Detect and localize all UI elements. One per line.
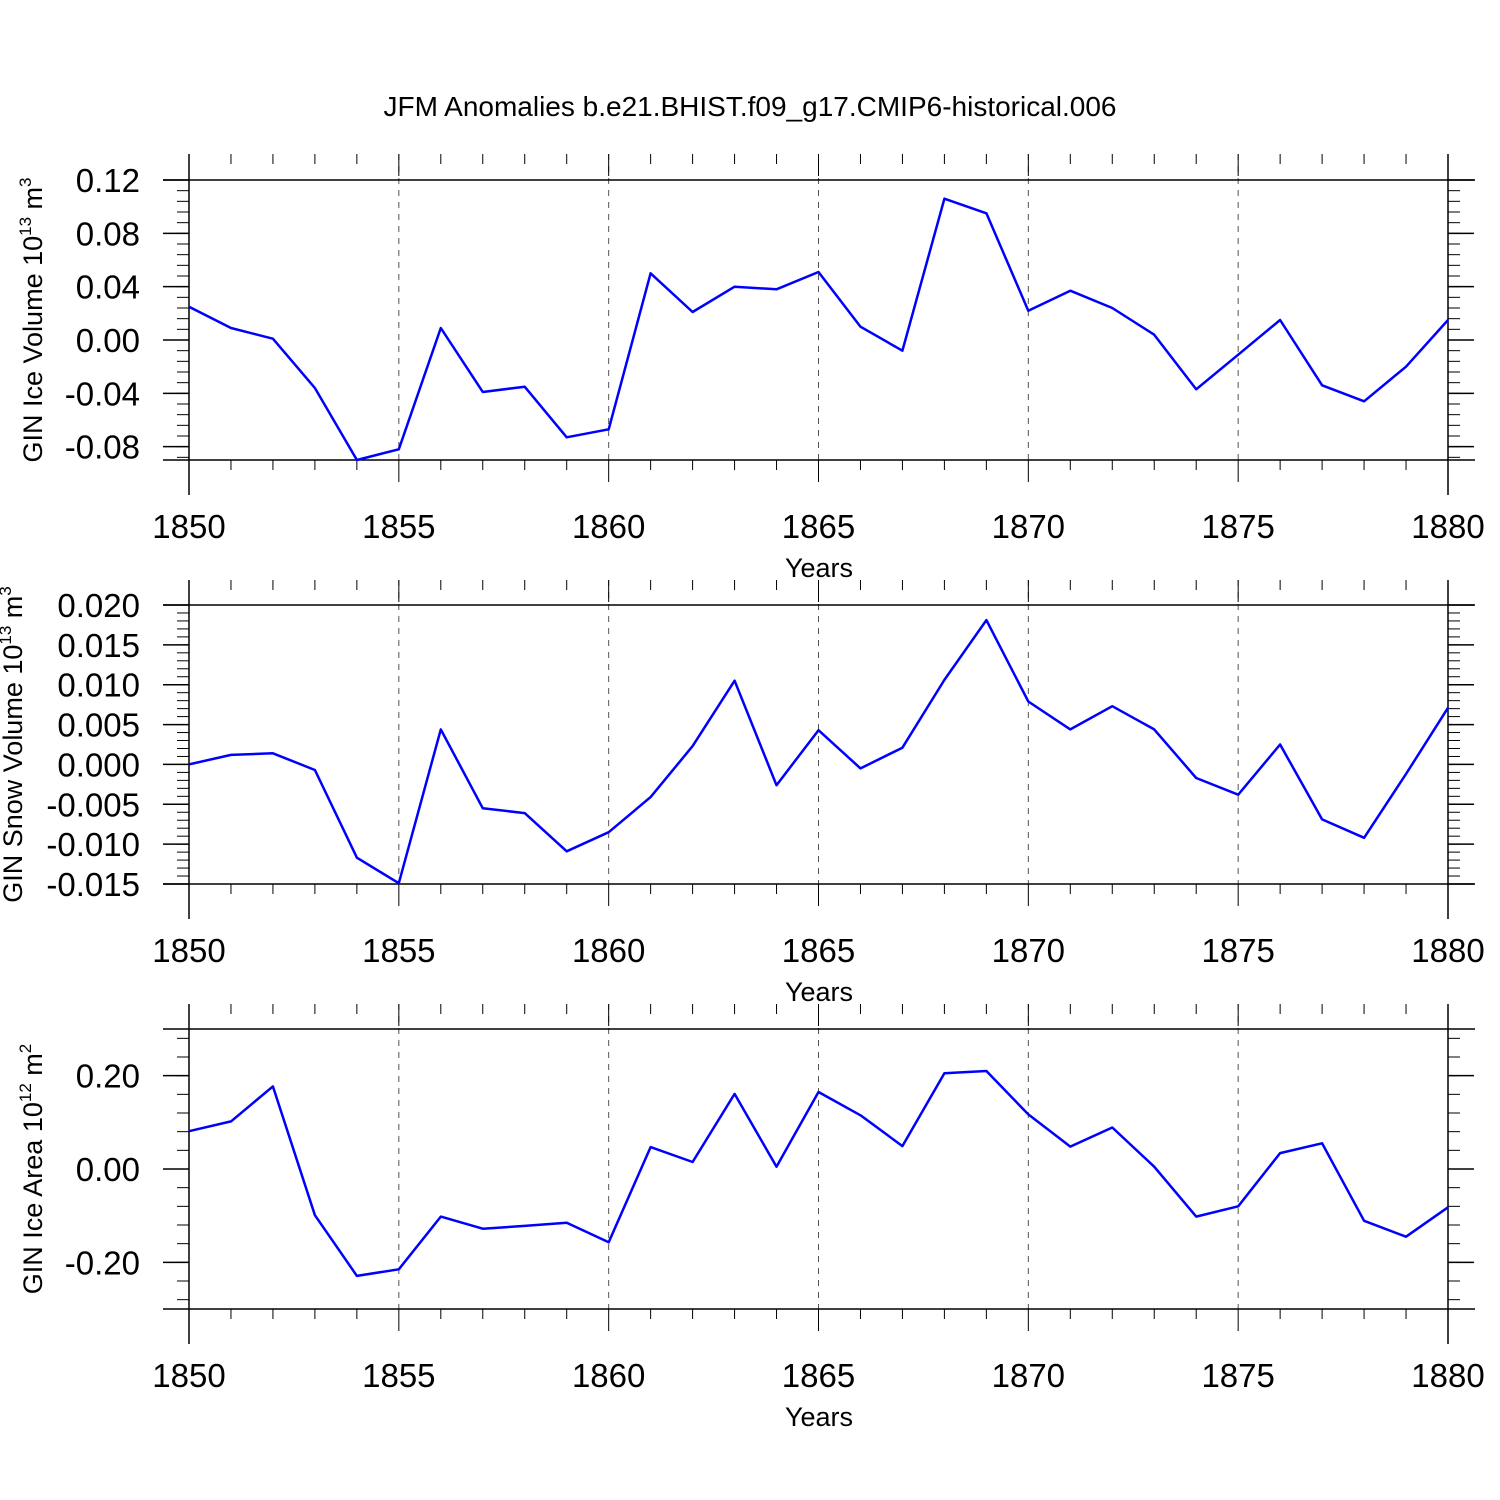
panel-1-y-tick-label: 0.12 — [76, 162, 140, 199]
panel-1-y-axis-label-unit-exp: 3 — [16, 177, 35, 186]
panel-3-y-axis-label: GIN Ice Area 1012 m2 — [16, 1044, 48, 1295]
panel-1-y-axis-label: GIN Ice Volume 1013 m3 — [16, 177, 48, 462]
panel-3-y-tick-label: -0.20 — [65, 1244, 140, 1281]
panel-2-y-tick-label: 0.020 — [57, 587, 140, 624]
panel-1: 1850 1855 1860 1865 1870 1875 1880 Years 0.12 0.0… — [16, 154, 1485, 583]
panel-1-y-tick-label: 0.08 — [76, 215, 140, 252]
panel-2-y-axis-label-text: GIN Snow Volume 10 — [0, 645, 28, 903]
panel-2-y-axis-label-unit: m — [0, 596, 28, 626]
panel-1-y-axis-label-unit: m — [18, 187, 48, 217]
panel-3-x-tick-label: 1860 — [572, 1357, 645, 1394]
panel-3-x-tick-label: 1870 — [992, 1357, 1065, 1394]
panel-3-x-tick-label: 1855 — [362, 1357, 435, 1394]
panel-2-y-tick-label: -0.010 — [46, 826, 140, 863]
panel-3-y-tick-label: 0.00 — [76, 1151, 140, 1188]
panel-2-x-axis-label: Years — [785, 977, 853, 1007]
panel-1-x-tick-label: 1875 — [1201, 508, 1274, 545]
panel-2-x-tick-label: 1870 — [992, 932, 1065, 969]
panel-3-x-tick-label: 1875 — [1201, 1357, 1274, 1394]
panel-3-y-axis-label-unit-exp: 2 — [16, 1044, 35, 1053]
panel-2-x-tick-label: 1865 — [782, 932, 855, 969]
panel-1-x-tick-label: 1865 — [782, 508, 855, 545]
panel-3-x-tick-label: 1850 — [152, 1357, 225, 1394]
panel-1-x-tick-label: 1880 — [1411, 508, 1484, 545]
panel-2-y-tick-label: 0.000 — [57, 746, 140, 783]
panel-1-x-tick-label: 1850 — [152, 508, 225, 545]
panel-3-x-tick-label: 1865 — [782, 1357, 855, 1394]
panel-3-x-axis-label: Years — [785, 1402, 853, 1432]
panel-2-y-axis-label-exp: 13 — [0, 626, 15, 645]
panel-1-x-tick-label: 1870 — [992, 508, 1065, 545]
panel-3-x-tick-label: 1880 — [1411, 1357, 1484, 1394]
panel-2-x-tick-label: 1855 — [362, 932, 435, 969]
panel-3: 1850 1855 1860 1865 1870 1875 1880 Years 0.20 0.0… — [16, 1004, 1485, 1432]
panel-2-y-tick-label: 0.005 — [57, 707, 140, 744]
panel-1-y-axis-label-text: GIN Ice Volume 10 — [18, 236, 48, 463]
panel-2-y-tick-label: -0.005 — [46, 786, 140, 823]
panel-2-x-tick-label: 1880 — [1411, 932, 1484, 969]
panel-1-y-tick-label: 0.00 — [76, 322, 140, 359]
panel-2-x-tick-label: 1850 — [152, 932, 225, 969]
panel-2-y-tick-label: -0.015 — [46, 866, 140, 903]
panel-2-x-tick-label: 1860 — [572, 932, 645, 969]
panel-2-y-axis-label: GIN Snow Volume 1013 m3 — [0, 586, 28, 903]
panel-2-y-tick-label: 0.010 — [57, 667, 140, 704]
panel-3-y-axis-label-exp: 12 — [16, 1083, 35, 1102]
panel-1-x-tick-label: 1860 — [572, 508, 645, 545]
panel-1-x-axis-label: Years — [785, 553, 853, 583]
panel-2-x-tick-label: 1875 — [1201, 932, 1274, 969]
panel-2: 1850 1855 1860 1865 1870 1875 1880Years0.0200.… — [0, 580, 1485, 1007]
panel-2-y-tick-label: 0.015 — [57, 627, 140, 664]
panel-1-y-tick-label: 0.04 — [76, 269, 140, 306]
panel-1-y-axis-label-exp: 13 — [16, 217, 35, 236]
panel-1-y-tick-label: -0.08 — [65, 429, 140, 466]
panel-3-y-axis-label-text: GIN Ice Area 10 — [18, 1102, 48, 1294]
panel-3-y-tick-label: 0.20 — [76, 1058, 140, 1095]
panel-2-y-axis-label-unit-exp: 3 — [0, 586, 15, 595]
panel-1-y-tick-label: -0.04 — [65, 375, 140, 412]
panel-1-x-tick-label: 1855 — [362, 508, 435, 545]
panel-3-y-axis-label-unit: m — [18, 1053, 48, 1083]
chart-title: JFM Anomalies b.e21.BHIST.f09_g17.CMIP6-… — [383, 91, 1116, 122]
